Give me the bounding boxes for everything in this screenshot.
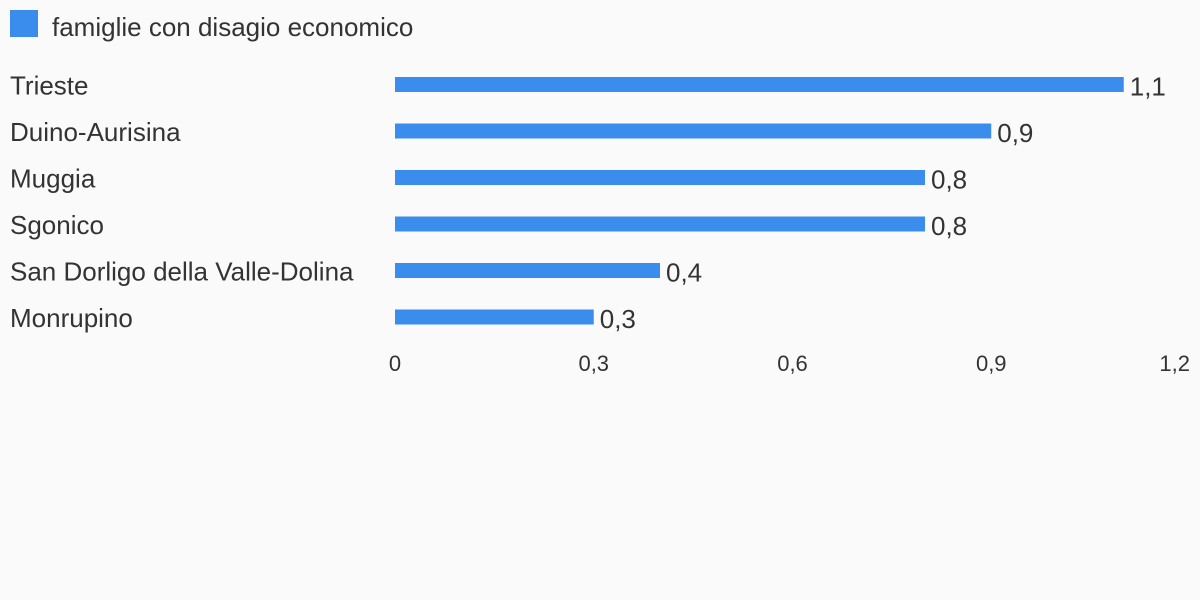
value-label: 1,1 (1130, 72, 1166, 102)
legend: famiglie con disagio economico (10, 10, 413, 42)
bar (395, 77, 1124, 92)
category-labels: Trieste Duino-Aurisina Muggia Sgonico San Do… (10, 71, 354, 334)
bar (395, 123, 992, 139)
value-labels: 1,1 0,9 0,8 0,8 0,4 0,3 (600, 72, 1166, 335)
bar (395, 216, 925, 232)
category-label: Sgonico (10, 210, 104, 240)
category-label: San Dorligo della Valle-Dolina (10, 257, 354, 287)
value-label: 0,8 (931, 211, 967, 241)
bar (395, 170, 925, 185)
x-tick-label: 0,6 (777, 351, 808, 376)
category-label: Muggia (10, 164, 96, 194)
x-tick-label: 0,3 (578, 351, 609, 376)
value-label: 0,9 (997, 118, 1033, 148)
bar (395, 263, 660, 278)
bar (395, 309, 594, 325)
category-label: Trieste (10, 71, 89, 101)
x-tick-label: 0 (389, 351, 401, 376)
x-tick-label: 1,2 (1159, 351, 1190, 376)
x-axis: 0 0,3 0,6 0,9 1,2 (389, 351, 1190, 376)
value-label: 0,8 (931, 165, 967, 195)
bars (395, 77, 1124, 325)
legend-swatch (10, 10, 38, 37)
legend-label: famiglie con disagio economico (52, 12, 413, 42)
category-label: Duino-Aurisina (10, 117, 181, 147)
category-label: Monrupino (10, 303, 133, 333)
value-label: 0,3 (600, 304, 636, 334)
value-label: 0,4 (666, 258, 702, 288)
x-tick-label: 0,9 (976, 351, 1007, 376)
